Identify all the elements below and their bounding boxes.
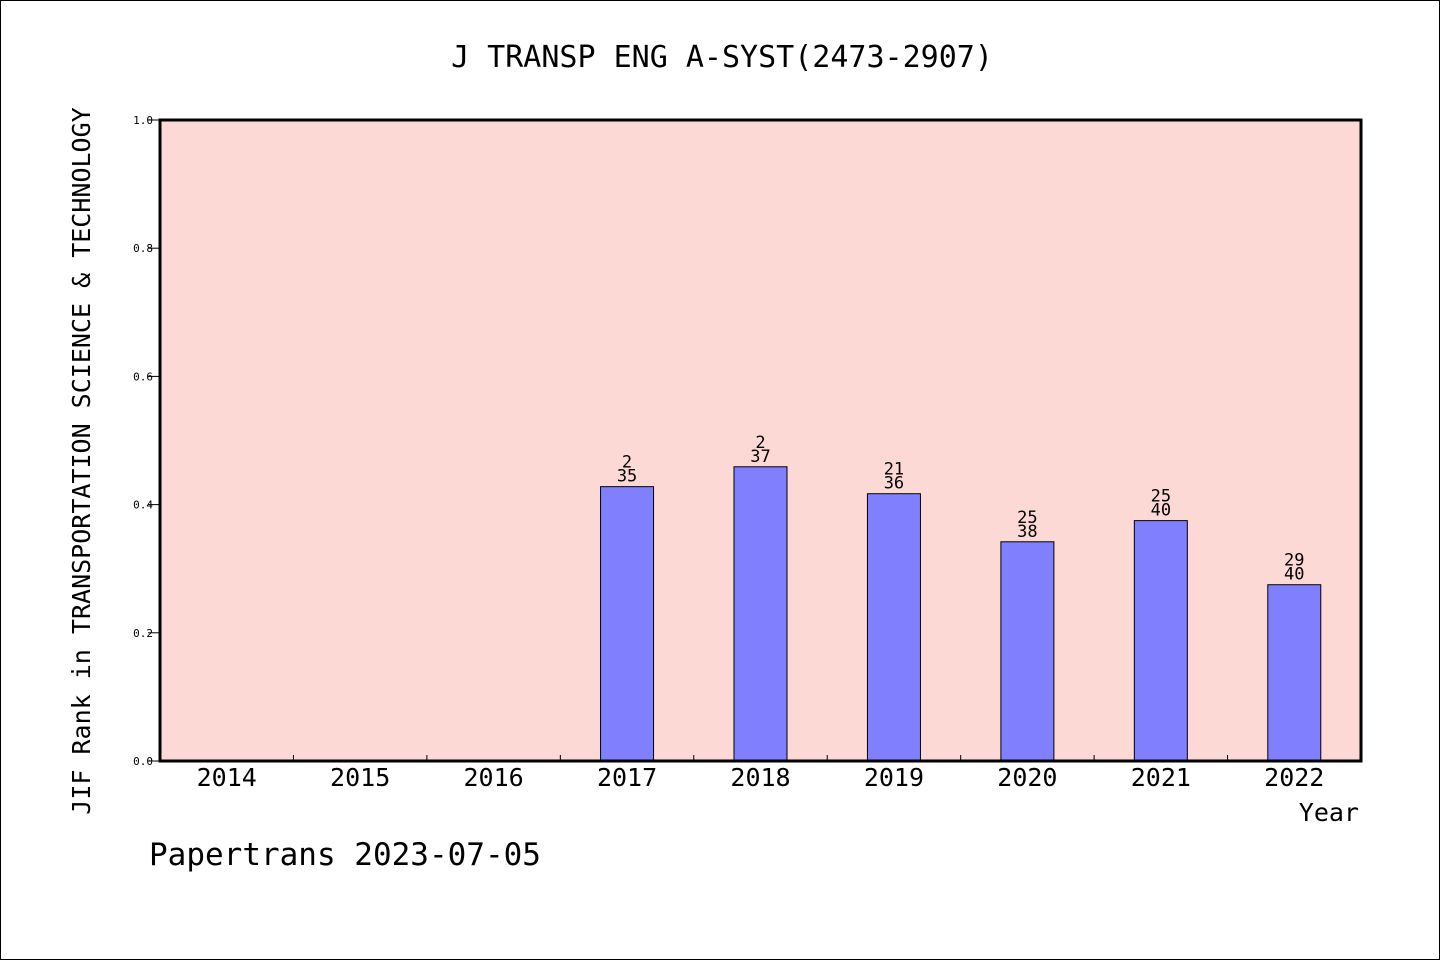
data-label-total: 35 xyxy=(617,467,637,487)
data-label-total: 40 xyxy=(1151,501,1171,521)
bar-2017 xyxy=(600,486,655,762)
x-tick-label: 2021 xyxy=(1131,763,1191,792)
data-label-rank: 25 xyxy=(1017,508,1037,528)
y-tick-label: 0.0 xyxy=(133,755,153,768)
x-tick-label: 2014 xyxy=(197,763,257,792)
data-label-total: 37 xyxy=(750,447,770,467)
data-label-rank: 21 xyxy=(884,460,904,480)
x-tick-label: 2019 xyxy=(864,763,924,792)
plot-frame xyxy=(158,118,1363,763)
x-axis-label: Year xyxy=(1299,798,1359,827)
bar-2020 xyxy=(1000,541,1055,762)
footer-source-text: Papertrans 2023-07-05 xyxy=(149,837,541,873)
data-label-total: 40 xyxy=(1284,565,1304,585)
y-tick-label: 0.6 xyxy=(133,370,153,383)
bar-2021 xyxy=(1133,520,1188,762)
x-tick-label: 2015 xyxy=(330,763,390,792)
data-label-rank: 2 xyxy=(755,433,765,453)
ticks-layer: 0.0 0.2 0.4 0.6 0.8 1.0 2014 2015 2016 2017 2018 20… xyxy=(133,114,1324,792)
bars-layer xyxy=(600,466,1322,762)
data-label-rank: 29 xyxy=(1284,551,1304,571)
bar-2022 xyxy=(1267,584,1322,762)
y-tick-label: 0.4 xyxy=(133,499,153,512)
x-tick-label: 2022 xyxy=(1264,763,1324,792)
x-tick-label: 2020 xyxy=(997,763,1057,792)
y-tick-label: 0.2 xyxy=(133,627,153,640)
data-label-total: 36 xyxy=(884,474,904,494)
x-tick-label: 2018 xyxy=(730,763,790,792)
data-label-rank: 25 xyxy=(1151,487,1171,507)
data-label-total: 38 xyxy=(1017,522,1037,542)
y-axis-label: JIF Rank in TRANSPORTATION SCIENCE & TEC… xyxy=(67,107,96,814)
chart-title: J TRANSP ENG A-SYST(2473-2907) xyxy=(451,40,993,75)
data-label-rank: 2 xyxy=(622,453,632,473)
bar-2018 xyxy=(733,466,788,762)
y-tick-label: 0.8 xyxy=(133,242,153,255)
bar-2019 xyxy=(866,493,921,762)
x-tick-label: 2017 xyxy=(597,763,657,792)
x-tick-label: 2016 xyxy=(464,763,524,792)
y-tick-label: 1.0 xyxy=(133,114,153,127)
